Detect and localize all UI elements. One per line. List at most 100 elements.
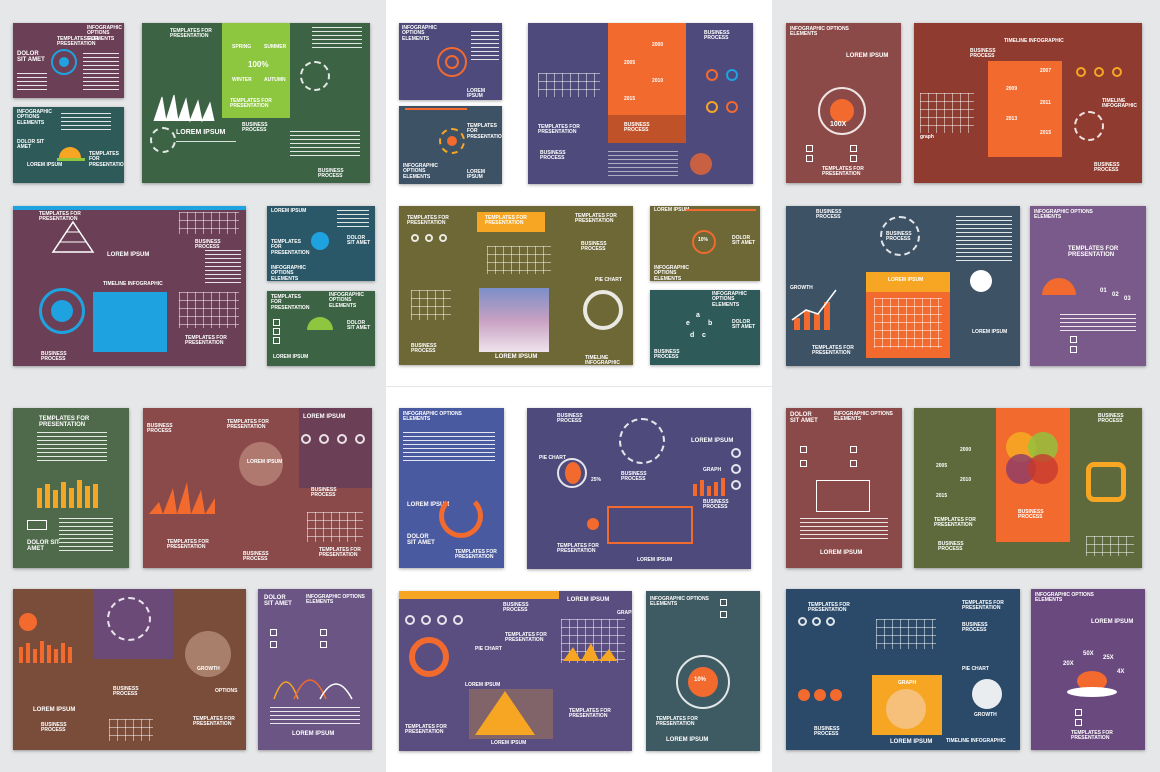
checkbox-3[interactable] — [806, 155, 813, 162]
drop-icon — [311, 232, 329, 250]
card-heading-2: TEMPLATES FOR PRESENTATION — [89, 151, 124, 168]
pie-ring — [557, 458, 587, 488]
circle-label: LOREM IPSUM — [247, 459, 283, 465]
card-footer-title: LOREM IPSUM — [27, 162, 63, 168]
ring-icon-1 — [731, 448, 741, 458]
checkbox-1[interactable] — [1070, 336, 1077, 343]
bar-grid — [538, 73, 600, 97]
checkbox-1[interactable] — [273, 319, 280, 326]
cycle-icon — [300, 61, 330, 91]
card-footer-2: TEMPLATES FOR PRESENTATION — [455, 549, 497, 561]
card-olive-venn: BUSINESS PROCESS 2000 2005 2010 2015 BUS… — [914, 408, 1142, 568]
orange-line — [686, 209, 756, 211]
checkbox-4[interactable] — [320, 641, 327, 648]
card-title: LOREM IPSUM — [176, 129, 226, 136]
business-label: BUSINESS PROCESS — [621, 471, 647, 483]
left-caption: TEMPLATES FOR PRESENTATION — [934, 517, 976, 529]
card-heading: TEMPLATES FOR PRESENTATION — [170, 28, 212, 40]
flower-label: BUSINESS PROCESS — [886, 231, 912, 243]
growth-chart — [791, 289, 837, 330]
letter-e: e — [686, 320, 690, 327]
center-circle — [239, 442, 283, 486]
checkbox-3[interactable] — [273, 337, 280, 344]
year-2009: 2009 — [1006, 86, 1018, 92]
orange-dot-2 — [814, 689, 826, 701]
templates-label: TEMPLATES FOR PRESENTATION — [505, 632, 547, 644]
checkbox-3[interactable] — [800, 460, 807, 467]
cycle-center — [51, 300, 73, 322]
card-heading: LOREM IPSUM — [654, 207, 690, 213]
year-2013: 2013 — [1006, 116, 1018, 122]
bar-grid — [920, 93, 974, 133]
checkbox-3[interactable] — [270, 641, 277, 648]
card-navy-graph: TEMPLATES FOR PRESENTATION TEMPLATES FOR… — [786, 589, 1020, 750]
step-01: 01 — [1100, 288, 1107, 294]
ring-icon-3 — [826, 617, 835, 626]
ring-icon-1 — [1076, 67, 1086, 77]
card-footer: LOREM IPSUM — [890, 739, 933, 745]
mountain-chart — [563, 643, 617, 661]
gauge-outer — [676, 655, 730, 709]
footer-label-2: TEMPLATES FOR PRESENTATION — [193, 716, 235, 728]
timeline-caption: BUSINESS PROCESS — [624, 122, 650, 134]
card-heading: INFOGRAPHIC OPTIONS ELEMENTS — [1035, 592, 1094, 604]
checkbox-1[interactable] — [270, 629, 277, 636]
year-2015: 2015 — [624, 96, 636, 102]
checkbox-1[interactable] — [1075, 709, 1082, 716]
business-label: BUSINESS PROCESS — [970, 48, 996, 60]
text-block — [403, 432, 495, 462]
checkbox-2[interactable] — [320, 629, 327, 636]
checkbox-2[interactable] — [1070, 346, 1077, 353]
card-title: LOREM IPSUM — [1091, 619, 1134, 625]
bottom-caption: BUSINESS PROCESS — [938, 541, 964, 553]
bar-chart — [19, 641, 72, 663]
segmented-ring — [439, 494, 483, 538]
pyramid-chart — [475, 691, 535, 735]
footer-label: LOREM IPSUM — [637, 557, 673, 563]
checkbox-1[interactable] — [720, 599, 727, 606]
checkbox-1[interactable] — [806, 145, 813, 152]
card-heading: INFOGRAPHIC OPTIONS ELEMENTS — [712, 291, 747, 308]
card-footer: LOREM IPSUM — [820, 550, 863, 556]
growth-circle — [185, 631, 231, 677]
business-process-label: BUSINESS PROCESS — [195, 239, 221, 251]
top-stripe — [13, 206, 246, 210]
graph-label: GRAPH — [617, 610, 632, 616]
checkbox-4[interactable] — [850, 460, 857, 467]
step-03: 03 — [1124, 296, 1131, 302]
checkbox-2[interactable] — [720, 611, 727, 618]
multiplier-20x: 20X — [1063, 661, 1074, 667]
season-winter: WINTER — [232, 77, 252, 83]
year-2015: 2015 — [1040, 130, 1052, 136]
timeline-panel — [988, 61, 1062, 157]
checkbox-2[interactable] — [273, 328, 280, 335]
checkbox-1[interactable] — [800, 446, 807, 453]
year-2010: 2010 — [652, 78, 664, 84]
right-label: BUSINESS PROCESS — [703, 499, 729, 511]
year-2007: 2007 — [1040, 68, 1052, 74]
card-indigo-wide: BUSINESS PROCESS LOREM IPSUM PIE CHART 2… — [527, 408, 751, 569]
text-block — [205, 250, 241, 286]
checkbox-2[interactable] — [850, 446, 857, 453]
bottom-label-2: BUSINESS PROCESS — [243, 551, 269, 563]
card-green-small: TEMPLATES FOR PRESENTATION INFOGRAPHIC O… — [267, 291, 375, 366]
venn-circle-4 — [1028, 454, 1058, 484]
ring-icon-4 — [453, 615, 463, 625]
checkbox-2[interactable] — [850, 145, 857, 152]
card-footer: TEMPLATES FOR PRESENTATION — [656, 716, 698, 728]
gear-center — [447, 136, 457, 146]
checkbox-2[interactable] — [1075, 719, 1082, 726]
checkbox-4[interactable] — [850, 155, 857, 162]
ring-icon-3 — [437, 615, 447, 625]
area-chart — [153, 94, 215, 123]
card-title: LOREM IPSUM — [567, 597, 610, 603]
gauge-value: 100X — [830, 121, 847, 128]
pie-chart-label: PIE CHART — [962, 666, 989, 672]
bar-chart — [693, 478, 725, 496]
orange-panel — [469, 689, 553, 739]
text-block — [312, 27, 362, 51]
timeline-right: TIMELINE INFOGRAPHIC — [1102, 98, 1137, 110]
sun-base — [57, 158, 85, 161]
card-heading-2: TEMPLATES FOR PRESENTATION — [271, 239, 310, 256]
ring-icon-1 — [301, 434, 311, 444]
